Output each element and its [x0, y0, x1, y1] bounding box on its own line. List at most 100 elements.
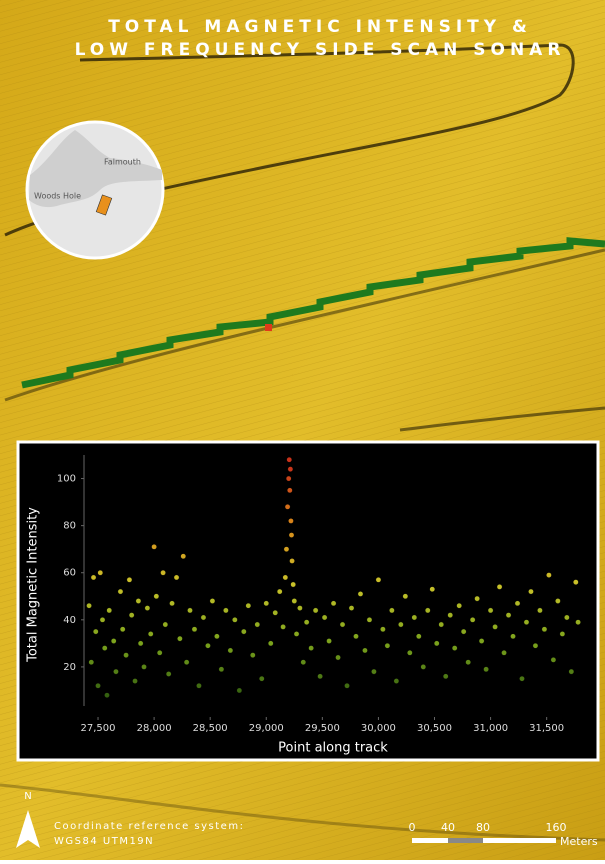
data-point [196, 683, 201, 688]
data-point [154, 594, 159, 599]
data-point [138, 641, 143, 646]
data-point [501, 650, 506, 655]
data-point [551, 657, 556, 662]
data-point [573, 580, 578, 585]
data-point [98, 570, 103, 575]
data-point [292, 598, 297, 603]
data-point [575, 620, 580, 625]
data-point [394, 678, 399, 683]
data-point [118, 589, 123, 594]
x-tick-label: 31,000 [473, 723, 508, 734]
data-point [353, 634, 358, 639]
data-point [510, 634, 515, 639]
x-tick-label: 27,500 [81, 723, 116, 734]
data-point [210, 598, 215, 603]
data-point [506, 613, 511, 618]
data-point [403, 594, 408, 599]
page: TOTAL MAGNETIC INTENSITY & LOW FREQUENCY… [0, 0, 605, 860]
data-point [259, 676, 264, 681]
data-point [113, 669, 118, 674]
data-point [475, 596, 480, 601]
data-point [287, 457, 292, 462]
data-point [519, 676, 524, 681]
data-point [385, 643, 390, 648]
data-point [466, 660, 471, 665]
data-point [280, 624, 285, 629]
data-point [340, 622, 345, 627]
data-point [91, 575, 96, 580]
data-point [358, 591, 363, 596]
data-point [492, 624, 497, 629]
scale-label: 0 [409, 821, 416, 834]
crs-label: Coordinate reference system: [54, 821, 244, 832]
y-tick-label: 100 [57, 474, 76, 485]
data-point [289, 558, 294, 563]
data-point [268, 641, 273, 646]
y-tick-label: 80 [63, 521, 76, 532]
data-point [102, 645, 107, 650]
data-point [104, 693, 109, 698]
data-point [288, 518, 293, 523]
data-point [560, 631, 565, 636]
data-point [326, 638, 331, 643]
data-point [111, 638, 116, 643]
data-point [148, 631, 153, 636]
data-point [398, 622, 403, 627]
data-point [294, 631, 299, 636]
data-point [277, 589, 282, 594]
x-tick-label: 28,000 [137, 723, 172, 734]
data-point [141, 664, 146, 669]
data-point [284, 547, 289, 552]
data-point [537, 608, 542, 613]
data-point [129, 613, 134, 618]
data-point [136, 598, 141, 603]
data-point [569, 669, 574, 674]
data-point [86, 603, 91, 608]
data-point [416, 634, 421, 639]
inset-map: Falmouth Woods Hole [27, 122, 163, 258]
data-point [160, 570, 165, 575]
data-point [283, 575, 288, 580]
x-tick-label: 30,000 [361, 723, 396, 734]
place-label: Falmouth [104, 158, 141, 167]
data-point [205, 643, 210, 648]
y-axis-label: Total Magnetic Intensity [26, 507, 41, 663]
scale-label: 80 [476, 821, 490, 834]
anomaly-marker [265, 324, 272, 331]
data-point [214, 634, 219, 639]
data-point [533, 643, 538, 648]
data-point [273, 610, 278, 615]
data-point [335, 655, 340, 660]
data-point [407, 650, 412, 655]
data-point [100, 617, 105, 622]
data-point [470, 617, 475, 622]
data-point [479, 638, 484, 643]
scale-unit: Meters [560, 835, 598, 848]
data-point [219, 667, 224, 672]
data-point [564, 615, 569, 620]
data-point [89, 660, 94, 665]
data-point [524, 620, 529, 625]
north-label: N [24, 791, 31, 802]
data-point [174, 575, 179, 580]
data-point [344, 683, 349, 688]
data-point [223, 608, 228, 613]
data-point [497, 584, 502, 589]
data-point [301, 660, 306, 665]
scale-label: 160 [546, 821, 567, 834]
data-point [289, 532, 294, 537]
data-point [181, 554, 186, 559]
data-point [232, 617, 237, 622]
data-point [318, 674, 323, 679]
data-point [93, 629, 98, 634]
y-tick-label: 40 [63, 615, 76, 626]
data-point [166, 671, 171, 676]
data-point [367, 617, 372, 622]
data-point [443, 674, 448, 679]
data-point [163, 622, 168, 627]
x-tick-label: 29,500 [305, 723, 340, 734]
data-point [246, 603, 251, 608]
data-point [123, 653, 128, 658]
data-point [132, 678, 137, 683]
data-point [331, 601, 336, 606]
